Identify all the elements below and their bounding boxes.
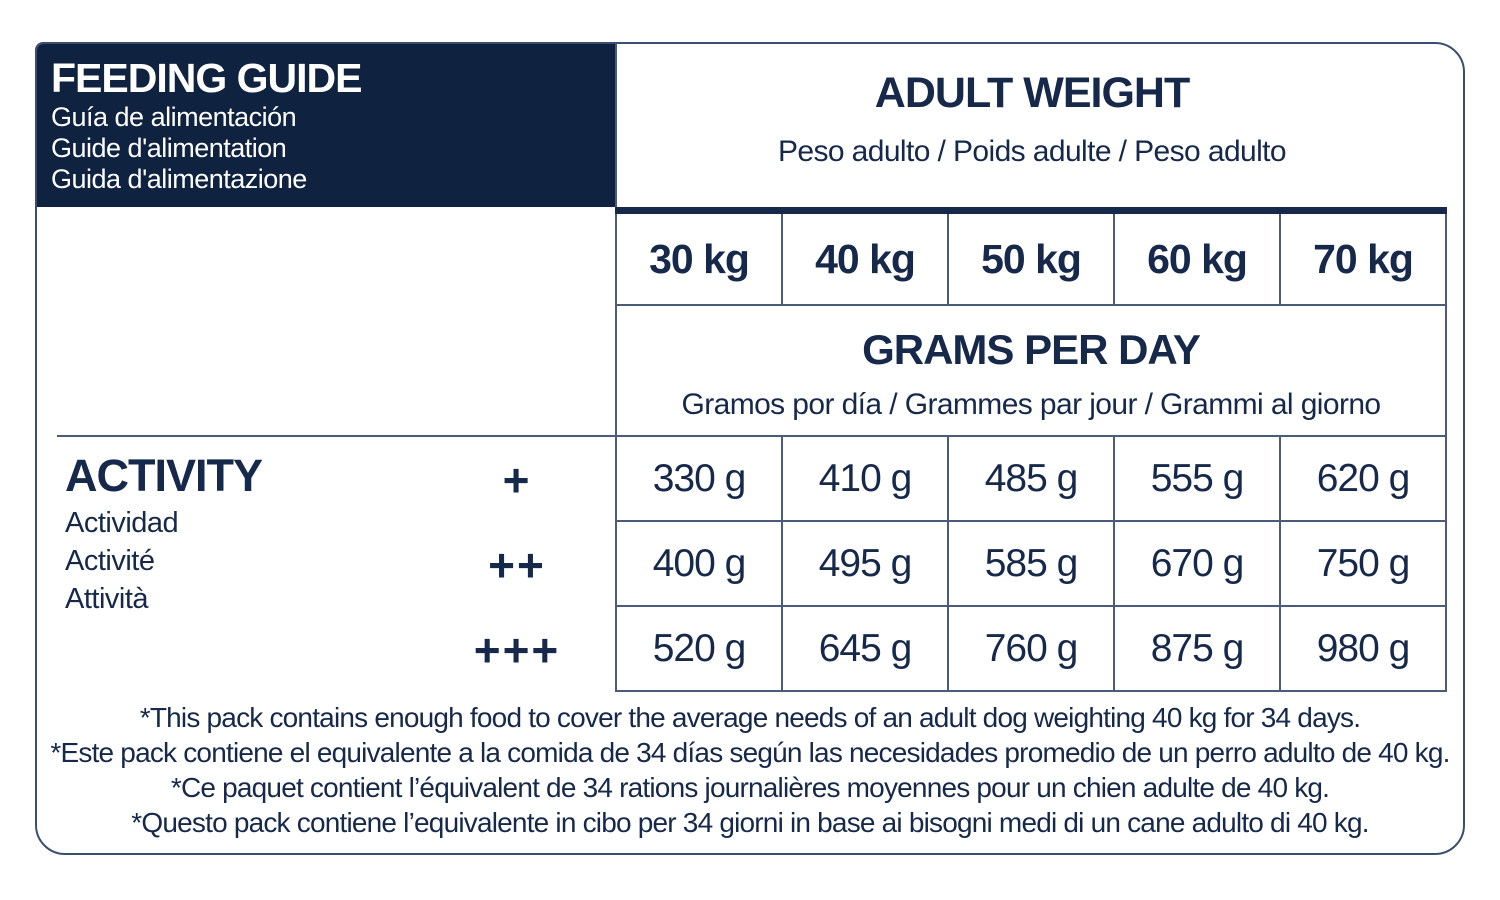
amount-cell: 485 g [949, 437, 1115, 520]
amount-cell: 620 g [1316, 456, 1411, 500]
feeding-guide-card: FEEDING GUIDE Guía de alimentación Guide… [35, 42, 1465, 855]
feeding-guide-title: FEEDING GUIDE [51, 55, 362, 101]
activity-level-medium: ++ [488, 538, 546, 591]
weight-header-cell: 50 kg [949, 214, 1115, 304]
feeding-guide-subtitle-it: Guida d'alimentazione [51, 164, 307, 194]
weight-header-row: 30 kg 40 kg 50 kg 60 kg 70 kg [617, 214, 1445, 306]
amount-cell: 760 g [949, 607, 1115, 690]
footnote-it: *Questo pack contiene l’equivalente in c… [131, 807, 1369, 838]
amount-cell: 645 g [783, 607, 949, 690]
adult-weight-title: ADULT WEIGHT [874, 69, 1190, 117]
grams-per-day-title: GRAMS PER DAY [862, 326, 1201, 373]
activity-subtitle-it: Attività [65, 583, 149, 615]
footnotes: *This pack contains enough food to cover… [37, 700, 1463, 840]
amount-cell: 410 g [783, 437, 949, 520]
weight-header-cell: 60 kg [1115, 214, 1281, 304]
activity-subtitle-fr: Activité [65, 545, 155, 577]
feeding-guide-header: FEEDING GUIDE Guía de alimentación Guide… [37, 44, 615, 207]
amount-cell: 980 g [1316, 626, 1411, 670]
table-row-activity-plus-plus: 400 g 495 g 585 g 670 g 750 g [617, 522, 1445, 607]
activity-level-low: + [502, 453, 532, 506]
footnote-es: *Este pack contiene el equivalente a la … [50, 737, 1450, 768]
activity-title: ACTIVITY [65, 450, 263, 501]
feeding-guide-subtitle-fr: Guide d'alimentation [51, 133, 287, 163]
adult-weight-header: ADULT WEIGHT Peso adulto / Poids adulte … [617, 54, 1447, 172]
activity-section-rule [57, 435, 615, 437]
footnote-en: *This pack contains enough food to cover… [139, 702, 1361, 733]
adult-weight-subtitle: Peso adulto / Poids adulte / Peso adulto [777, 135, 1287, 168]
amount-cell: 400 g [617, 522, 783, 605]
amount-cell: 330 g [617, 437, 783, 520]
weight-header-cell: 70 kg [1313, 235, 1414, 282]
weight-header-cell: 40 kg [783, 214, 949, 304]
vertical-divider [615, 44, 617, 692]
footnote-fr: *Ce paquet contient l’équivalent de 34 r… [170, 772, 1330, 803]
header-rule [615, 207, 1447, 214]
grams-per-day-subtitle: Gramos por día / Grammes par jour / Gram… [681, 388, 1381, 421]
weights-table: 30 kg 40 kg 50 kg 60 kg 70 kg GRAMS PER … [617, 214, 1447, 692]
weight-header-cell: 30 kg [617, 214, 783, 304]
feeding-guide-subtitle-es: Guía de alimentación [51, 102, 297, 132]
activity-header: ACTIVITY Actividad Activité Attività [65, 448, 263, 618]
amount-cell: 495 g [783, 522, 949, 605]
amount-cell: 875 g [1115, 607, 1281, 690]
amount-cell: 670 g [1115, 522, 1281, 605]
table-row-activity-plus-plus-plus: 520 g 645 g 760 g 875 g 980 g [617, 607, 1445, 692]
amount-cell: 520 g [617, 607, 783, 690]
amount-cell: 585 g [949, 522, 1115, 605]
amount-cell: 555 g [1115, 437, 1281, 520]
amount-cell: 750 g [1316, 541, 1411, 585]
grams-per-day-header: GRAMS PER DAY Gramos por día / Grammes p… [617, 306, 1445, 437]
table-row-activity-plus: 330 g 410 g 485 g 555 g 620 g [617, 437, 1445, 522]
activity-subtitle-es: Actividad [65, 507, 179, 539]
activity-level-column: + ++ +++ [417, 437, 617, 692]
activity-level-high: +++ [473, 623, 561, 676]
